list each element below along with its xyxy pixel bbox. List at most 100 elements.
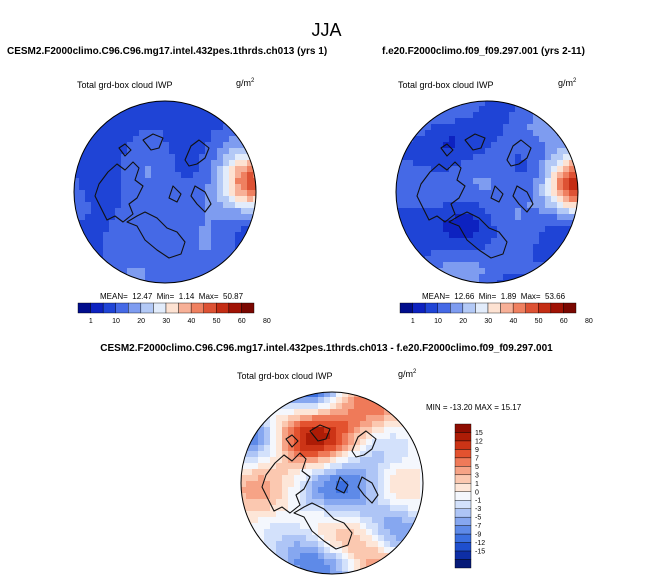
panel-1-cell (115, 112, 122, 119)
panel-3-cell (420, 451, 423, 458)
panel-2-cell (539, 250, 546, 257)
panel-3-cell (312, 433, 319, 440)
panel-2-cell (491, 280, 498, 283)
panel-1-cell (121, 118, 128, 125)
panel-2-cell (461, 250, 468, 257)
panel-2-cell (455, 136, 462, 143)
panel-2-cell (419, 136, 426, 143)
panel-1-cell (115, 226, 122, 233)
panel-3-cell (402, 481, 409, 488)
panel-2-cell (413, 238, 420, 245)
panel-1-cell (175, 106, 182, 113)
panel-2-cell (497, 172, 504, 179)
panel-3-cell (300, 517, 307, 524)
panel-1-cell (175, 244, 182, 251)
panel-1-cell (127, 160, 134, 167)
panel-1-cell (103, 190, 110, 197)
panel-1-cell (151, 101, 158, 107)
panel-1-cell (193, 136, 200, 143)
panel-1-cell (121, 130, 128, 137)
panel-1-cell (217, 202, 224, 209)
panel-1-cell (181, 106, 188, 113)
panel-3-cell (360, 403, 367, 410)
panel-3-cell (348, 475, 355, 482)
panel-3-cell (342, 523, 349, 530)
panel-1-cell (187, 130, 194, 137)
panel-1-cell (163, 166, 170, 173)
panel-2-cell (419, 226, 426, 233)
panel-1-cell (127, 142, 134, 149)
panel-1-cell (139, 214, 146, 221)
panel-2-cell (509, 250, 516, 257)
panel-3-cell (330, 559, 337, 566)
panel-2-cell (521, 250, 528, 257)
panel-3-cell (372, 547, 379, 554)
panel-1-cell (229, 256, 236, 263)
panel-2-cell (503, 274, 510, 281)
panel-2-cell (533, 250, 540, 257)
panel-3-cell (288, 421, 295, 428)
panel-3-cell (306, 421, 313, 428)
panel-3-cell (330, 439, 337, 446)
panel-2-cell (497, 208, 504, 215)
panel-1-cell (169, 136, 176, 143)
panel-3-cell (264, 421, 271, 428)
panel-1-cell (103, 148, 110, 155)
panel-3-cell (366, 511, 373, 518)
panel-2-cell (485, 244, 492, 251)
panel-2-cell (437, 112, 444, 119)
panel-1-cell (151, 184, 158, 191)
panel-2-cell (509, 166, 516, 173)
panel-1-cell (79, 160, 86, 167)
panel-2-cell (497, 220, 504, 227)
panel-2-cell (503, 226, 510, 233)
panel-3-cell (348, 523, 355, 530)
panel-3-cell (324, 445, 331, 452)
panel-1-cell (169, 202, 176, 209)
panel-3-cell (366, 475, 373, 482)
panel-2-cell (503, 232, 510, 239)
panel-3-cell (264, 451, 271, 458)
panel-2-colorbar-tick: 10 (434, 318, 442, 325)
panel-1-cell (199, 184, 206, 191)
panel-1-cell (205, 232, 212, 239)
panel-1-cell (199, 238, 206, 245)
panel-3-cell (276, 493, 283, 500)
panel-1-cell (145, 136, 152, 143)
panel-2-cell (551, 160, 558, 167)
panel-3-cell (306, 553, 313, 560)
panel-3-cell (396, 529, 403, 536)
panel-3-cell (342, 511, 349, 518)
panel-1-cell (193, 238, 200, 245)
panel-3-cell (330, 409, 337, 416)
panel-3-cell (420, 517, 423, 524)
panel-2-cell (473, 124, 480, 131)
panel-2-cell (479, 136, 486, 143)
panel-3-cell (294, 541, 301, 548)
panel-3-cell (270, 445, 277, 452)
panel-2-cell (473, 101, 480, 107)
panel-1-cell (217, 208, 224, 215)
panel-3-cell (300, 565, 307, 572)
panel-1-cell (223, 214, 230, 221)
panel-3-cell (276, 445, 283, 452)
panel-2-cell (497, 280, 504, 283)
panel-2-cell (497, 190, 504, 197)
panel-3-cell (378, 529, 385, 536)
panel-1-cell (175, 232, 182, 239)
panel-1-cell (253, 214, 256, 221)
panel-2-cell (533, 130, 540, 137)
panel-2-cell (479, 184, 486, 191)
panel-1-cell (127, 238, 134, 245)
panel-2-cell (461, 274, 468, 281)
panel-3-cell (246, 505, 253, 512)
panel-3-cell (294, 433, 301, 440)
panel-1-cell (115, 172, 122, 179)
panel-1-cell (121, 268, 128, 275)
panel-1-cell (235, 232, 242, 239)
panel-1-cell (217, 148, 224, 155)
panel-1-cell (229, 214, 236, 221)
panel-1-cell (205, 184, 212, 191)
panel-1-cell (193, 166, 200, 173)
panel-2-cell (527, 250, 534, 257)
